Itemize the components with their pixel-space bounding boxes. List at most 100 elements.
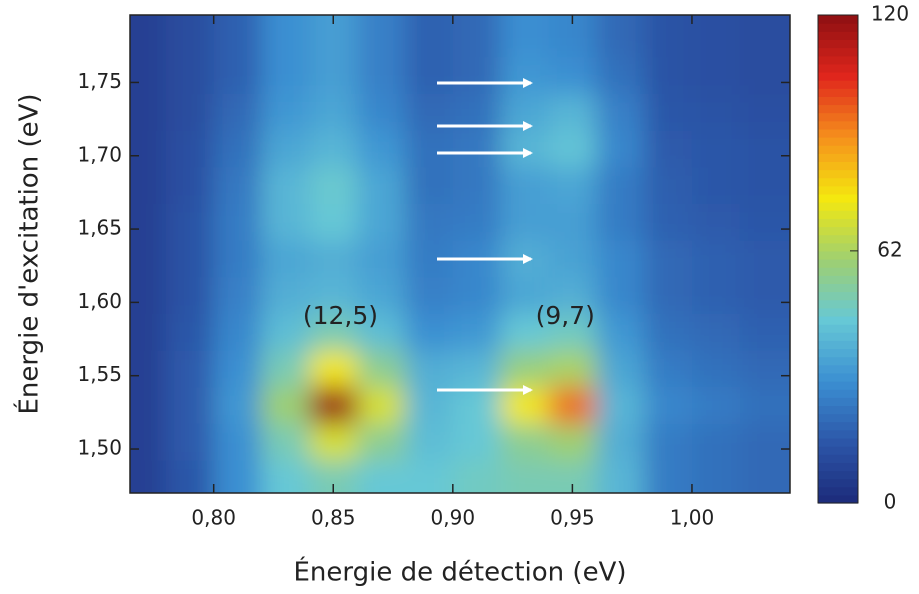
colorbar-step [818, 80, 858, 89]
heat-cell [644, 56, 693, 94]
heat-cell [165, 130, 215, 168]
colorbar-step [818, 145, 858, 154]
colorbar-step [818, 462, 858, 472]
heat-cell [309, 313, 358, 351]
heat-cell [261, 130, 310, 168]
heat-cell [165, 460, 215, 493]
colorbar-step [818, 421, 858, 431]
colorbar-step [818, 161, 858, 171]
heat-cell [691, 313, 741, 351]
heat-cell [130, 350, 167, 388]
heat-cell [261, 93, 310, 131]
colorbar-step [818, 267, 858, 276]
heat-cell [165, 15, 215, 58]
heat-cell [213, 460, 263, 493]
colorbar-step [818, 486, 858, 496]
heat-cell [213, 166, 263, 204]
x-tick-label: 0,95 [550, 506, 595, 530]
x-tick-label: 0,80 [191, 506, 236, 530]
colorbar-step [818, 348, 858, 358]
colorbar-step [818, 202, 858, 211]
heat-cell [357, 460, 406, 493]
heat-cell [548, 93, 597, 131]
heat-cell [405, 423, 454, 461]
x-axis-label: Énergie de détection (eV) [293, 556, 626, 588]
heat-cell [739, 240, 790, 278]
colorbar-step [818, 31, 858, 40]
colorbar-step [818, 226, 858, 236]
heat-cell [261, 15, 310, 58]
colorbar-step [818, 364, 858, 374]
heat-cell [405, 460, 454, 493]
heat-cell [500, 56, 549, 94]
heat-cell [165, 56, 215, 94]
colorbar-tick-label: 120 [871, 2, 909, 26]
heat-cell [691, 386, 741, 424]
heat-cell [644, 130, 693, 168]
heat-cell [130, 93, 167, 131]
heat-cell [691, 15, 741, 58]
heat-cell [691, 166, 741, 204]
heat-cell [213, 350, 263, 388]
heat-cell [405, 93, 454, 131]
colorbar-step [818, 454, 858, 463]
heat-cell [596, 203, 645, 241]
heat-cell [357, 166, 406, 204]
heat-cell [644, 386, 693, 424]
heat-cell [596, 56, 645, 94]
heat-cell [405, 15, 454, 58]
heat-cell [213, 423, 263, 461]
heat-cell [548, 313, 597, 351]
heat-cell [261, 386, 310, 424]
heat-cell [357, 276, 406, 314]
heat-cell [309, 350, 358, 388]
heat-cell [309, 93, 358, 131]
colorbar-step [818, 250, 858, 260]
heat-cell [130, 166, 167, 204]
colorbar-step [818, 372, 858, 382]
heat-cell [452, 313, 502, 351]
heat-cell [309, 166, 358, 204]
heat-cell [309, 276, 358, 314]
heat-cell [500, 313, 549, 351]
heat-cell [130, 386, 167, 424]
heat-cell [739, 166, 790, 204]
heat-cell [691, 460, 741, 493]
heat-cell [548, 166, 597, 204]
heat-cell [596, 240, 645, 278]
heat-cell [452, 130, 502, 168]
colorbar-tick-label: 0 [884, 490, 897, 514]
heat-cell [261, 166, 310, 204]
heat-cell [357, 350, 406, 388]
heat-cell [500, 423, 549, 461]
heat-cell [165, 240, 215, 278]
x-tick-label: 0,85 [311, 506, 356, 530]
heat-cell [691, 203, 741, 241]
heat-cell [452, 386, 502, 424]
heat-cell [644, 423, 693, 461]
arrows [437, 78, 533, 395]
colorbar-step [818, 389, 858, 398]
heat-cell [261, 313, 310, 351]
heat-cell [357, 203, 406, 241]
heat-cell [691, 423, 741, 461]
x-tick-label: 1,00 [670, 506, 715, 530]
colorbar-step [818, 340, 858, 350]
heat-cell [213, 203, 263, 241]
heat-cell [500, 166, 549, 204]
colorbar-step [818, 88, 858, 97]
colorbar-step [818, 63, 858, 73]
heat-cell [405, 276, 454, 314]
colorbar-step [818, 291, 858, 301]
y-tick-label: 1,75 [77, 69, 122, 93]
colorbar-step [818, 242, 858, 252]
heat-cell [739, 203, 790, 241]
heat-cell [548, 56, 597, 94]
colorbar-step [818, 381, 858, 390]
heat-cell [644, 240, 693, 278]
colorbar-step [818, 413, 858, 423]
colorbar-step [818, 71, 858, 81]
colorbar-step [818, 137, 858, 146]
colorbar-step [818, 169, 858, 179]
colorbar-step [818, 210, 858, 219]
